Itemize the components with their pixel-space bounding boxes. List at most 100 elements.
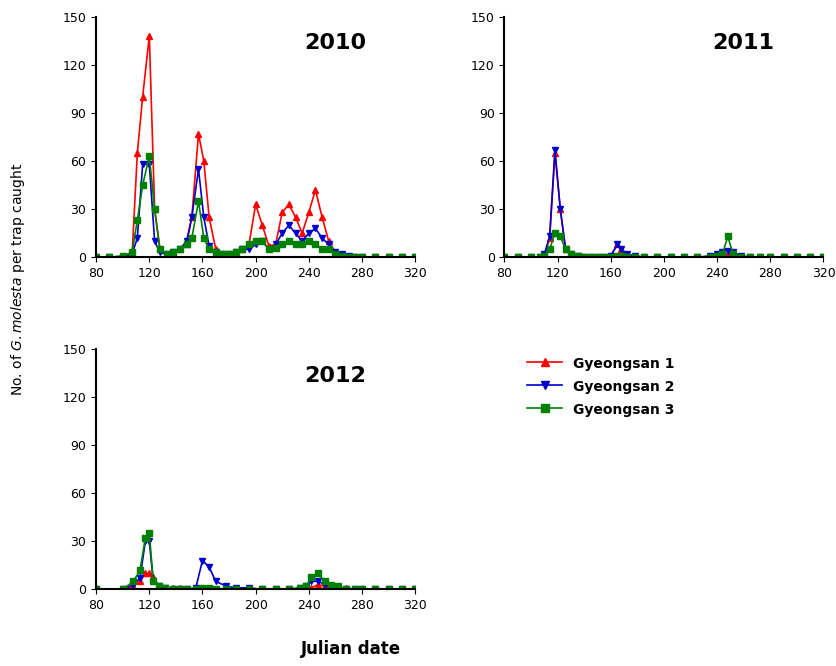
Gyeongsan 1: [755, 253, 765, 261]
Gyeongsan 2: [211, 577, 221, 585]
Gyeongsan 3: [138, 181, 148, 189]
Gyeongsan 1: [818, 253, 828, 261]
Gyeongsan 1: [723, 250, 733, 258]
Gyeongsan 3: [284, 585, 294, 593]
Gyeongsan 1: [191, 585, 201, 593]
Gyeongsan 3: [792, 253, 802, 261]
Gyeongsan 2: [132, 234, 142, 242]
Gyeongsan 2: [161, 584, 171, 592]
Gyeongsan 2: [606, 252, 616, 260]
Gyeongsan 1: [613, 240, 623, 248]
Gyeongsan 2: [251, 240, 261, 248]
Gyeongsan 3: [606, 253, 616, 261]
Gyeongsan 2: [224, 250, 234, 258]
Text: 2012: 2012: [304, 366, 366, 386]
Gyeongsan 3: [129, 577, 139, 585]
Gyeongsan 1: [186, 213, 196, 221]
Gyeongsan 2: [337, 250, 347, 258]
Gyeongsan 1: [193, 130, 203, 138]
Gyeongsan 2: [792, 253, 802, 261]
Gyeongsan 3: [211, 248, 221, 256]
Gyeongsan 2: [211, 248, 221, 256]
Gyeongsan 1: [333, 584, 343, 592]
Gyeongsan 1: [294, 585, 304, 593]
Gyeongsan 1: [104, 253, 115, 261]
Gyeongsan 3: [679, 253, 689, 261]
Gyeongsan 3: [746, 253, 756, 261]
Gyeongsan 3: [244, 240, 254, 248]
Gyeongsan 3: [410, 585, 421, 593]
Gyeongsan 1: [231, 248, 241, 256]
Gyeongsan 3: [384, 585, 394, 593]
Gyeongsan 3: [573, 252, 583, 260]
Gyeongsan 1: [599, 253, 609, 261]
Gyeongsan 1: [384, 585, 394, 593]
Gyeongsan 2: [319, 581, 329, 589]
Gyeongsan 2: [294, 584, 304, 592]
Gyeongsan 1: [728, 248, 738, 256]
Gyeongsan 3: [639, 253, 649, 261]
Gyeongsan 2: [271, 240, 281, 248]
Gyeongsan 2: [692, 253, 702, 261]
Gyeongsan 3: [290, 240, 300, 248]
Gyeongsan 1: [155, 245, 165, 253]
Gyeongsan 2: [197, 557, 207, 565]
Gyeongsan 3: [155, 245, 165, 253]
Gyeongsan 1: [118, 585, 128, 593]
Gyeongsan 2: [284, 585, 294, 593]
Gyeongsan 3: [723, 232, 733, 240]
Gyeongsan 1: [778, 253, 788, 261]
Gyeongsan 1: [586, 253, 596, 261]
Gyeongsan 2: [314, 577, 324, 585]
Gyeongsan 3: [526, 253, 536, 261]
Gyeongsan 2: [290, 229, 300, 237]
Gyeongsan 2: [148, 577, 158, 585]
Gyeongsan 2: [150, 237, 160, 245]
Gyeongsan 2: [181, 585, 191, 593]
Gyeongsan 1: [330, 248, 340, 256]
Gyeongsan 3: [728, 250, 738, 258]
Gyeongsan 1: [211, 245, 221, 253]
Gyeongsan 3: [193, 197, 203, 205]
Gyeongsan 2: [301, 582, 311, 590]
Gyeongsan 1: [310, 186, 320, 194]
Gyeongsan 1: [341, 584, 351, 592]
Gyeongsan 2: [712, 250, 722, 258]
Gyeongsan 1: [303, 208, 314, 216]
Gyeongsan 2: [237, 245, 247, 253]
Gyeongsan 3: [410, 253, 421, 261]
Gyeongsan 3: [324, 245, 334, 253]
Gyeongsan 1: [357, 253, 367, 261]
Gyeongsan 1: [652, 253, 662, 261]
Gyeongsan 3: [370, 253, 380, 261]
Gyeongsan 2: [736, 252, 746, 260]
Gyeongsan 3: [397, 253, 407, 261]
Gyeongsan 3: [717, 250, 727, 258]
Gyeongsan 3: [271, 585, 281, 593]
Text: Julian date: Julian date: [301, 640, 401, 659]
Gyeongsan 2: [344, 252, 354, 260]
Line: Gyeongsan 2: Gyeongsan 2: [501, 147, 827, 261]
Gyeongsan 2: [191, 584, 201, 592]
Gyeongsan 2: [127, 250, 137, 258]
Gyeongsan 1: [717, 250, 727, 258]
Gyeongsan 2: [755, 253, 765, 261]
Gyeongsan 2: [350, 585, 360, 593]
Gyeongsan 3: [91, 585, 101, 593]
Gyeongsan 3: [181, 240, 191, 248]
Line: Gyeongsan 1: Gyeongsan 1: [93, 570, 419, 593]
Gyeongsan 2: [526, 253, 536, 261]
Gyeongsan 3: [330, 250, 340, 258]
Gyeongsan 1: [199, 157, 209, 165]
Gyeongsan 3: [191, 585, 201, 593]
Gyeongsan 1: [290, 213, 300, 221]
Gyeongsan 1: [150, 205, 160, 213]
Gyeongsan 2: [630, 252, 640, 260]
Gyeongsan 3: [736, 253, 746, 261]
Gyeongsan 1: [314, 581, 324, 589]
Gyeongsan 3: [135, 566, 145, 574]
Gyeongsan 2: [579, 253, 589, 261]
Gyeongsan 3: [264, 245, 274, 253]
Gyeongsan 3: [370, 585, 380, 593]
Gyeongsan 3: [222, 585, 232, 593]
